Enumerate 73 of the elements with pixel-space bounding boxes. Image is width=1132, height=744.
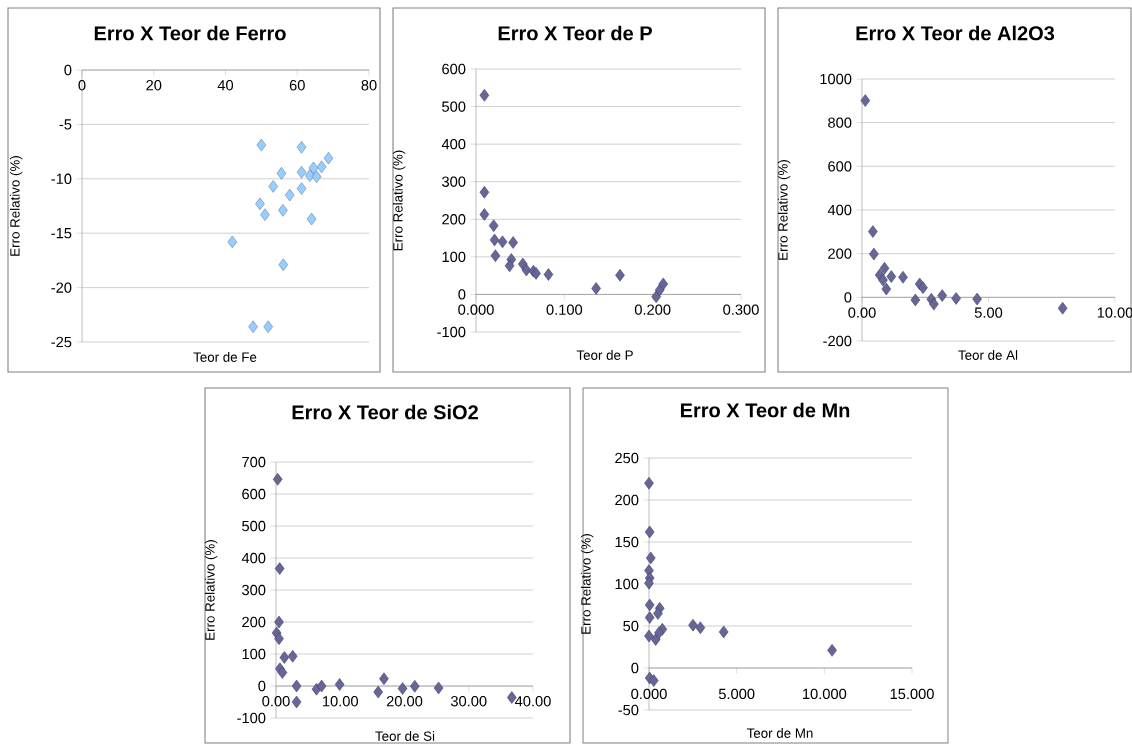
x-tick-label: 20.00 bbox=[386, 696, 423, 707]
y-tick-label: 400 bbox=[827, 204, 852, 216]
y-tick-label: 200 bbox=[242, 616, 266, 628]
y-tick-label: -15 bbox=[51, 228, 72, 239]
y-tick-label: -50 bbox=[618, 704, 639, 716]
x-axis-title: Teor de Al bbox=[958, 350, 1018, 360]
x-tick-label: 40.00 bbox=[514, 696, 551, 707]
y-tick-label: 200 bbox=[615, 494, 639, 506]
x-tick-label: 80 bbox=[361, 80, 377, 91]
x-axis-title: Teor de Mn bbox=[746, 728, 813, 738]
y-tick-label: 800 bbox=[828, 117, 852, 128]
y-tick-label: -20 bbox=[51, 282, 72, 293]
y-tick-label: -10 bbox=[51, 173, 72, 184]
y-tick-label: 0 bbox=[258, 680, 266, 692]
y-tick-label: 0 bbox=[844, 292, 852, 303]
y-tick-label: 0 bbox=[64, 64, 72, 76]
x-tick-label: 0.300 bbox=[723, 304, 759, 315]
y-tick-label: -5 bbox=[59, 119, 72, 130]
x-tick-label: 10.00 bbox=[323, 696, 359, 707]
x-tick-label: 10.000 bbox=[803, 688, 847, 700]
x-tick-label: 30.00 bbox=[450, 696, 487, 707]
y-tick-label: -200 bbox=[823, 335, 852, 347]
x-axis-title: Teor de Si bbox=[375, 731, 435, 741]
x-tick-label: 60 bbox=[289, 80, 305, 91]
y-tick-label: 500 bbox=[242, 520, 266, 532]
y-tick-label: 250 bbox=[615, 452, 639, 464]
x-tick-label: 15.000 bbox=[890, 688, 934, 700]
y-tick-label: 600 bbox=[828, 161, 852, 172]
y-tick-label: 300 bbox=[442, 176, 466, 187]
x-tick-label: 0.200 bbox=[634, 304, 671, 315]
y-tick-label: 150 bbox=[615, 536, 639, 548]
chart-title: Erro X Teor de P bbox=[498, 25, 652, 41]
x-tick-label: 0.00 bbox=[262, 696, 290, 707]
x-tick-label: 20 bbox=[146, 80, 162, 91]
x-tick-label: 5.00 bbox=[974, 307, 1003, 318]
chart-title: Erro X Teor de Mn bbox=[680, 402, 850, 418]
x-axis-title: Teor de Fe bbox=[193, 352, 257, 362]
y-tick-label: 0 bbox=[631, 662, 639, 674]
x-tick-label: 40 bbox=[217, 80, 234, 91]
x-tick-label: 0.000 bbox=[631, 688, 667, 700]
y-axis-title: Erro Relativo (%) bbox=[777, 160, 791, 260]
y-tick-label: 100 bbox=[615, 578, 639, 590]
y-tick-label: -25 bbox=[51, 336, 72, 348]
x-tick-label: 0.00 bbox=[848, 307, 876, 318]
y-tick-label: 300 bbox=[242, 584, 266, 596]
y-tick-label: 100 bbox=[242, 648, 266, 660]
y-tick-label: 600 bbox=[242, 488, 266, 500]
x-tick-label: 0.000 bbox=[458, 304, 494, 315]
y-tick-label: 50 bbox=[623, 620, 639, 632]
y-tick-label: 200 bbox=[442, 214, 466, 225]
chart-title: Erro X Teor de Al2O3 bbox=[856, 25, 1055, 41]
y-tick-label: 600 bbox=[442, 63, 466, 75]
y-axis-title: Erro Relativo (%) bbox=[204, 540, 218, 640]
x-tick-label: 0 bbox=[78, 80, 86, 91]
x-tick-label: 0.100 bbox=[546, 304, 583, 315]
y-tick-label: -100 bbox=[437, 326, 466, 338]
y-tick-label: 0 bbox=[458, 289, 466, 300]
y-axis-title: Erro Relativo (%) bbox=[580, 534, 594, 634]
y-tick-label: 500 bbox=[442, 101, 466, 112]
chart-title: Erro X Teor de SiO2 bbox=[292, 404, 478, 420]
y-tick-label: 1000 bbox=[820, 73, 852, 85]
y-axis-title: Erro Relativo (%) bbox=[9, 156, 23, 256]
y-tick-label: -100 bbox=[237, 712, 266, 724]
y-tick-label: 400 bbox=[441, 138, 466, 150]
y-tick-label: 100 bbox=[442, 251, 466, 263]
x-axis-title: Teor de P bbox=[576, 350, 633, 360]
y-tick-label: 200 bbox=[828, 248, 852, 259]
x-tick-label: 10.00 bbox=[1097, 307, 1132, 318]
y-tick-label: 400 bbox=[241, 552, 266, 564]
chart-title: Erro X Teor de Ferro bbox=[94, 25, 286, 41]
y-tick-label: 700 bbox=[242, 456, 266, 468]
y-axis-title: Erro Relativo (%) bbox=[392, 150, 406, 251]
x-tick-label: 5.000 bbox=[718, 688, 755, 700]
